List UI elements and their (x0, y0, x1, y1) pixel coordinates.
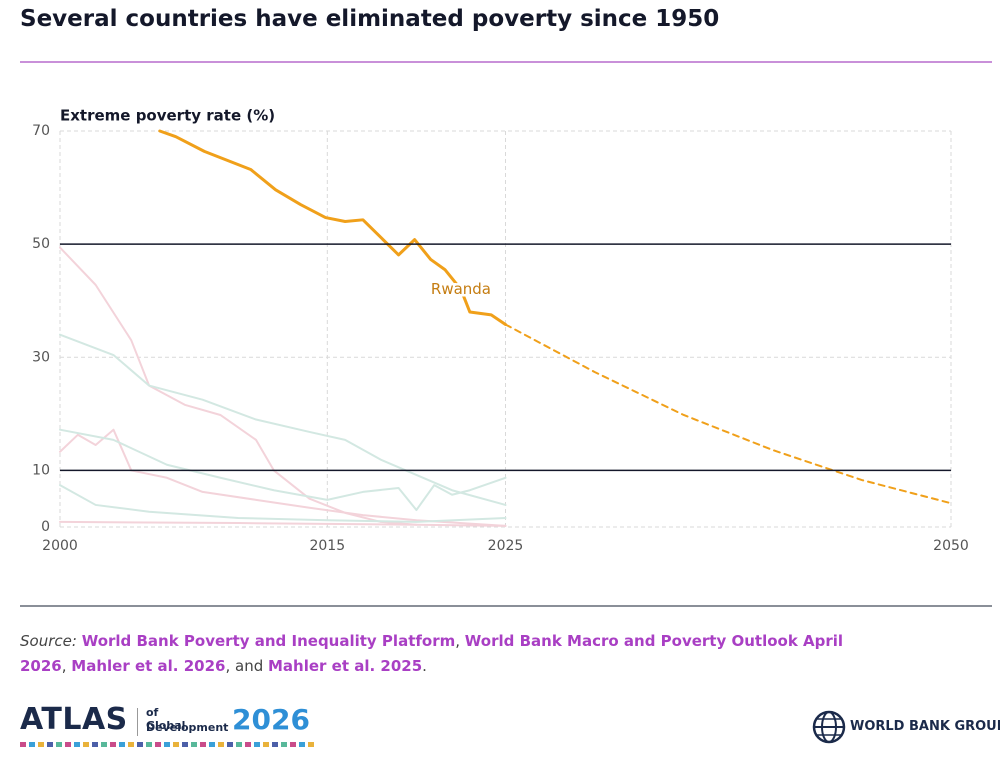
footer-rule (20, 605, 992, 607)
source-link[interactable]: Mahler et al. 2026 (71, 657, 226, 675)
logo-text: WORLD BANK GROUP (850, 719, 1000, 734)
data-line (59, 333, 507, 506)
data-line (59, 428, 507, 527)
y-tick-label: 30 (32, 349, 50, 365)
logo-text: Development (146, 721, 229, 734)
source-label: Source: (20, 632, 77, 650)
logo-text: 2026 (232, 703, 310, 736)
logo-divider (137, 708, 138, 736)
source-text: , and (225, 657, 268, 675)
source-link[interactable]: World Bank Macro and Poverty Outlook Apr… (20, 632, 844, 675)
source-link[interactable]: World Bank Poverty and Inequality Platfo… (81, 632, 456, 650)
data-line (59, 520, 507, 527)
x-tick-label: 2015 (309, 538, 345, 554)
y-tick-label: 10 (32, 462, 50, 478)
x-tick-label: 2050 (933, 538, 969, 554)
source-link[interactable]: Mahler et al. 2025 (268, 657, 423, 675)
y-tick-label: 50 (32, 236, 50, 252)
data-line (59, 246, 418, 526)
chart-title: Several countries have eliminated povert… (20, 6, 720, 32)
y-tick-label: 70 (32, 123, 50, 139)
source: Source: World Bank Poverty and Inequalit… (20, 629, 880, 679)
source-text: . (422, 657, 427, 675)
data-line (158, 129, 507, 326)
title-rule (20, 61, 992, 63)
data-line (504, 323, 952, 505)
logo-text: of Global (146, 706, 186, 732)
chart: Extreme poverty rate (%) 0 10 30 50 70 2000 20… (32, 107, 969, 555)
y-axis-label: Extreme poverty rate (%) (60, 107, 275, 125)
data-line (59, 428, 507, 512)
source-text: , (455, 632, 465, 650)
globe-icon (812, 710, 846, 744)
y-tick-label: 0 (41, 519, 50, 535)
x-tick-label: 2025 (488, 538, 524, 554)
logo-text: ATLAS (20, 702, 128, 737)
logo-stripe (20, 742, 314, 747)
source-text: , (61, 657, 72, 675)
data-line (59, 484, 507, 523)
x-tick-label: 2000 (42, 538, 78, 554)
series-label: Rwanda (431, 280, 491, 298)
